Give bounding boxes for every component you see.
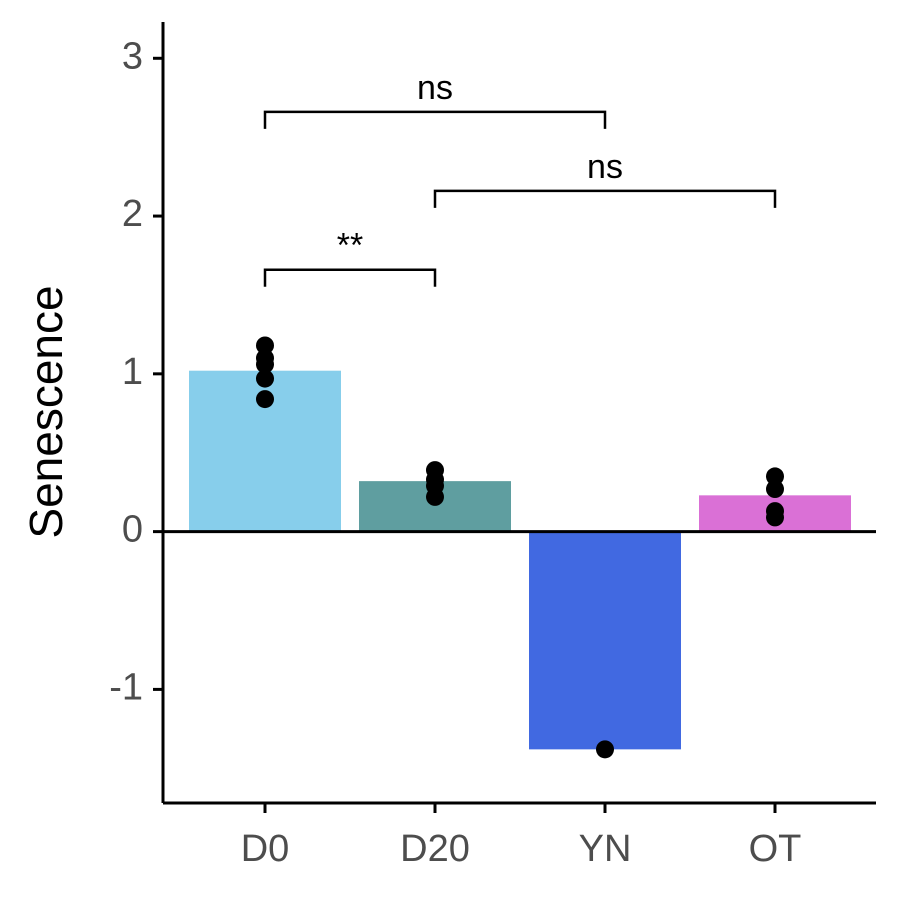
significance-bracket bbox=[263, 268, 437, 287]
y-tick-label: -1 bbox=[109, 666, 143, 708]
data-point bbox=[766, 508, 784, 527]
x-tick-label: YN bbox=[579, 828, 632, 870]
data-point bbox=[256, 336, 274, 355]
y-tick-label: 1 bbox=[122, 351, 143, 393]
y-tick-label: 3 bbox=[122, 35, 143, 77]
significance-label: ns bbox=[417, 69, 453, 107]
data-point bbox=[766, 467, 784, 486]
x-tick-label: D20 bbox=[400, 828, 470, 870]
data-point bbox=[766, 480, 784, 499]
data-point bbox=[256, 390, 274, 409]
significance-label: ns bbox=[587, 148, 623, 186]
significance-label: ** bbox=[337, 227, 363, 265]
data-point bbox=[426, 487, 444, 506]
data-point bbox=[256, 355, 274, 374]
bar bbox=[529, 531, 681, 750]
y-axis-label: Senescence bbox=[20, 285, 72, 538]
y-tick-label: 2 bbox=[122, 193, 143, 235]
y-tick-label: 0 bbox=[122, 509, 143, 551]
significance-bracket bbox=[263, 110, 607, 129]
data-point bbox=[256, 369, 274, 388]
x-tick-label: OT bbox=[749, 828, 802, 870]
x-tick-label: D0 bbox=[241, 828, 290, 870]
data-point bbox=[596, 740, 614, 759]
significance-bracket bbox=[433, 189, 777, 208]
